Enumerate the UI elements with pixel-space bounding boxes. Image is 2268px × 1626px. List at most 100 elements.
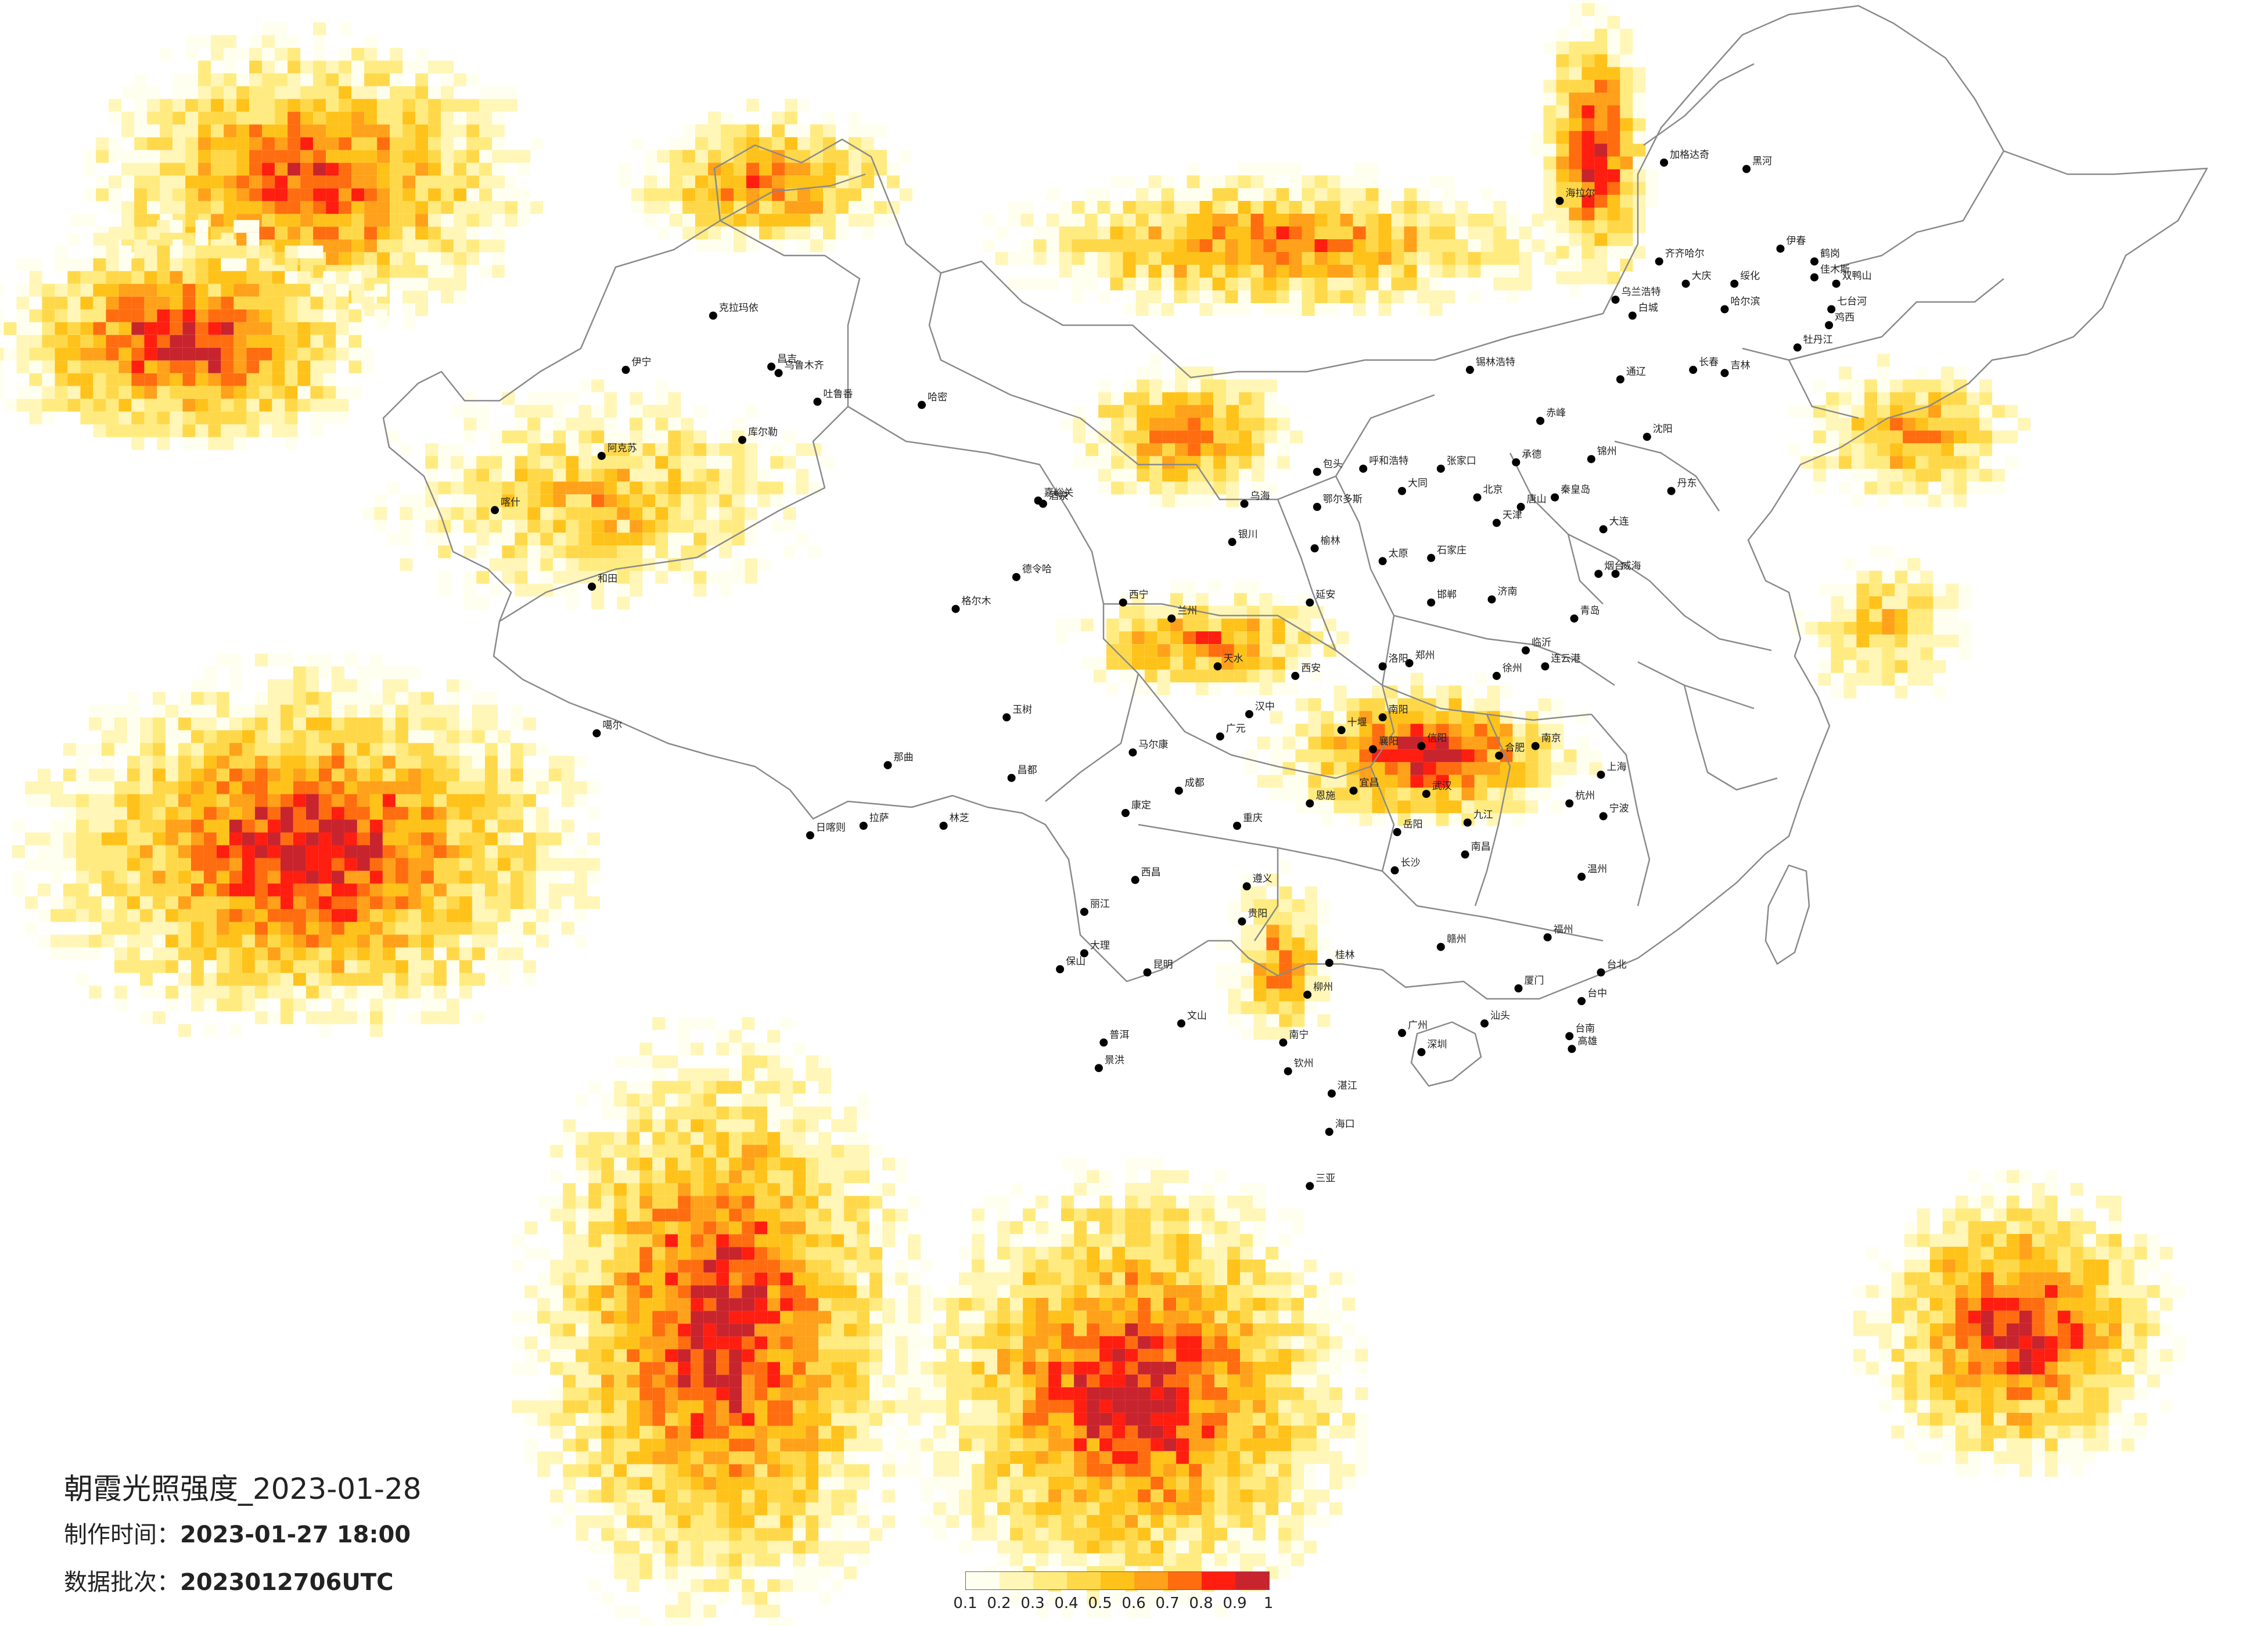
- intensity-cell: [576, 1196, 589, 1209]
- intensity-cell: [639, 1234, 653, 1247]
- intensity-cell: [139, 1011, 153, 1024]
- intensity-cell: [831, 1451, 844, 1465]
- intensity-cell: [1072, 278, 1085, 290]
- intensity-cell: [874, 214, 887, 227]
- intensity-cell: [591, 469, 605, 482]
- intensity-cell: [221, 373, 234, 386]
- intensity-cell: [472, 756, 485, 769]
- intensity-cell: [540, 481, 553, 495]
- intensity-cell: [182, 309, 196, 322]
- intensity-cell: [390, 226, 403, 240]
- intensity-cell: [772, 111, 785, 125]
- intensity-cell: [734, 239, 746, 253]
- intensity-blob-qinling-huaihe: [1244, 672, 1602, 826]
- intensity-cell: [502, 533, 515, 546]
- intensity-cell: [601, 1285, 614, 1298]
- intensity-cell: [563, 1477, 576, 1490]
- intensity-cell: [882, 1311, 896, 1324]
- intensity-cell: [563, 1413, 576, 1426]
- intensity-cell: [369, 858, 383, 871]
- intensity-cell: [157, 283, 170, 297]
- intensity-cell: [652, 1413, 666, 1426]
- intensity-cell: [540, 430, 553, 444]
- intensity-cell: [377, 137, 390, 150]
- intensity-cell: [254, 704, 268, 718]
- intensity-cell: [446, 679, 459, 692]
- intensity-cell: [665, 1260, 678, 1273]
- intensity-cell: [408, 883, 421, 897]
- intensity-cell: [614, 1515, 627, 1528]
- intensity-cell: [203, 704, 217, 718]
- intensity-cell: [772, 239, 785, 253]
- intensity-cell: [515, 481, 528, 495]
- intensity-cell: [310, 322, 324, 335]
- intensity-cell: [510, 832, 523, 846]
- intensity-cell: [716, 1157, 729, 1171]
- intensity-cell: [861, 188, 874, 202]
- intensity-cell: [101, 832, 114, 846]
- intensity-cell: [259, 424, 272, 437]
- intensity-cell: [1582, 143, 1595, 157]
- intensity-cell: [1149, 430, 1163, 444]
- intensity-cell: [721, 239, 734, 253]
- intensity-cell: [604, 481, 617, 495]
- intensity-cell: [882, 1272, 896, 1286]
- intensity-cell: [280, 768, 293, 782]
- intensity-cell: [831, 1515, 844, 1528]
- intensity-cell: [272, 360, 285, 373]
- intensity-cell: [211, 86, 224, 99]
- intensity-cell: [797, 214, 810, 227]
- intensity-cell: [331, 819, 344, 833]
- intensity-cell: [691, 1400, 704, 1413]
- intensity-cell: [754, 1234, 768, 1247]
- intensity-cell: [716, 1566, 729, 1580]
- intensity-cell: [908, 1196, 921, 1209]
- intensity-cell: [323, 386, 336, 399]
- intensity-cell: [818, 1477, 832, 1490]
- intensity-cell: [780, 1298, 793, 1311]
- intensity-cell: [742, 1553, 755, 1567]
- intensity-cell: [185, 150, 199, 163]
- intensity-cell: [497, 832, 511, 846]
- intensity-cell: [746, 99, 759, 112]
- intensity-cell: [639, 1170, 653, 1183]
- intensity-cell: [382, 973, 396, 986]
- intensity-cell: [293, 998, 306, 1012]
- intensity-cell: [254, 730, 268, 743]
- intensity-cell: [591, 558, 605, 571]
- intensity-cell: [191, 832, 204, 846]
- intensity-cell: [627, 1464, 640, 1477]
- intensity-cell: [540, 469, 553, 482]
- intensity-cell: [527, 469, 541, 482]
- intensity-cell: [588, 1132, 602, 1145]
- intensity-cell: [1442, 175, 1455, 188]
- intensity-cell: [1620, 54, 1633, 67]
- intensity-cell: [50, 909, 63, 922]
- intensity-cell: [1036, 1272, 1049, 1285]
- intensity-cell: [550, 1451, 563, 1465]
- intensity-cell: [772, 201, 785, 214]
- intensity-cell: [1135, 214, 1149, 226]
- intensity-cell: [678, 1145, 691, 1158]
- intensity-cell: [732, 481, 745, 495]
- intensity-cell: [1321, 724, 1334, 737]
- intensity-cell: [428, 175, 441, 189]
- intensity-cell: [780, 1017, 793, 1030]
- intensity-cell: [578, 405, 592, 418]
- intensity-cell: [588, 1349, 602, 1362]
- intensity-cell: [1188, 379, 1201, 393]
- intensity-cell: [351, 214, 365, 227]
- intensity-cell: [1010, 1476, 1023, 1490]
- intensity-cell: [420, 922, 434, 935]
- intensity-cell: [566, 494, 579, 508]
- intensity-cell: [703, 1260, 717, 1273]
- intensity-cell: [652, 1208, 666, 1222]
- intensity-cell: [818, 1132, 832, 1145]
- intensity-cell: [484, 947, 498, 961]
- intensity-cell: [16, 347, 30, 361]
- intensity-cell: [614, 1553, 627, 1567]
- intensity-cell: [524, 1336, 538, 1350]
- intensity-cell: [703, 1106, 717, 1120]
- intensity-cell: [1010, 1515, 1023, 1528]
- intensity-cell: [1607, 156, 1620, 170]
